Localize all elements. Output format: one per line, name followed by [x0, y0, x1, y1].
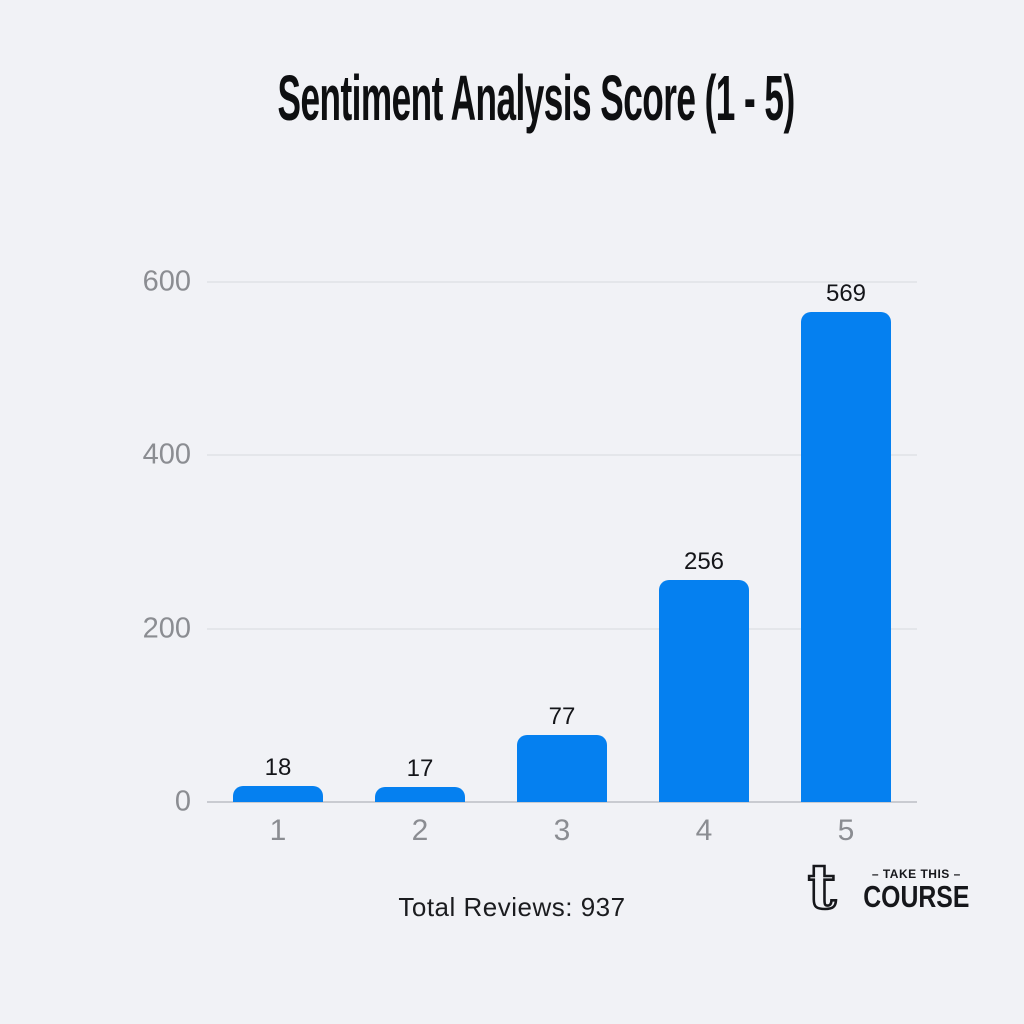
bar-slot-5: 569 [775, 282, 917, 802]
bar-value-label-2: 17 [406, 755, 434, 783]
bar-value-label-4: 256 [683, 548, 725, 576]
bar-value-label-1: 18 [264, 754, 292, 782]
chart-title-text: Sentiment Analysis Score (1 - 5) [277, 62, 795, 134]
bar-2 [375, 787, 465, 802]
bar-3 [517, 735, 607, 802]
x-tick-label-5: 5 [837, 814, 855, 847]
gridline-200 [207, 627, 917, 630]
gridline-400 [207, 454, 917, 457]
bar-4 [659, 580, 749, 802]
x-axis-line [207, 801, 917, 803]
y-tick-label-600: 600 [142, 265, 191, 298]
bar-5 [801, 312, 891, 802]
x-tick-label-1: 1 [269, 814, 287, 847]
bar-value-label-3: 77 [548, 703, 576, 731]
y-tick-label-0: 0 [174, 785, 191, 818]
svg-text:t: t [808, 858, 837, 922]
logo-take-this-label: – TAKE THIS – [871, 867, 961, 881]
bars-row: 18 17 77 256 569 [207, 282, 917, 802]
chart-title: Sentiment Analysis Score (1 - 5) [24, 66, 1024, 130]
bar-slot-1: 18 [207, 282, 349, 802]
y-tick-label-400: 400 [142, 438, 191, 471]
y-tick-label-200: 200 [142, 612, 191, 645]
logo-text-block: – TAKE THIS – COURSE [850, 867, 983, 915]
take-this-course-logo: t – TAKE THIS – COURSE [800, 849, 983, 927]
t-glyph-icon: t [800, 849, 844, 927]
bar-value-label-5: 569 [825, 280, 867, 307]
total-reviews-text: Total Reviews: 937 [398, 892, 626, 922]
bar-slot-3: 77 [491, 282, 633, 802]
x-labels-row: 1 2 3 4 5 [207, 816, 917, 846]
x-tick-label-4: 4 [695, 814, 713, 847]
x-tick-label-3: 3 [553, 814, 571, 847]
logo-course-label: COURSE [863, 879, 970, 915]
bar-1 [233, 786, 323, 802]
bar-slot-4: 256 [633, 282, 775, 802]
x-tick-label-2: 2 [411, 814, 429, 847]
gridline-600 [207, 281, 917, 283]
plot-area: 18 17 77 256 569 1 2 3 4 5 0 200 400 600 [143, 267, 917, 846]
bar-slot-2: 17 [349, 282, 491, 802]
